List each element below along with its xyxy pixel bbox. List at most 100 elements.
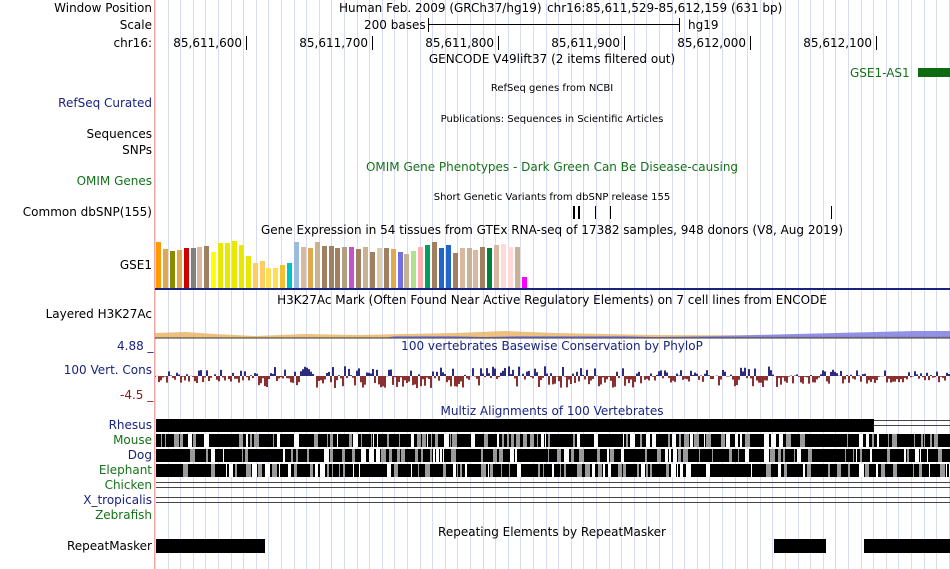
conservation-wiggle[interactable]	[155, 354, 950, 400]
gtex-tissue-bar[interactable]	[239, 245, 244, 288]
gtex-tissue-bar[interactable]	[453, 253, 458, 288]
gtex-tissue-bar[interactable]	[218, 243, 223, 288]
gtex-tissue-bar[interactable]	[184, 248, 189, 288]
gtex-tissue-bar[interactable]	[329, 246, 334, 288]
alignment-segment	[745, 449, 749, 462]
dbsnp-track-label[interactable]: Common dbSNP(155)	[22, 205, 152, 219]
gtex-tissue-bar[interactable]	[253, 263, 258, 288]
gtex-tissue-bar[interactable]	[411, 251, 416, 288]
gtex-tissue-bar[interactable]	[501, 244, 506, 288]
dog-alignment[interactable]	[156, 449, 950, 462]
gtex-tissue-bar[interactable]	[308, 248, 313, 288]
multiz-mouse-label[interactable]: Mouse	[113, 433, 152, 447]
gtex-tissue-bar[interactable]	[356, 249, 361, 288]
repeatmasker-track-label[interactable]: RepeatMasker	[66, 539, 152, 553]
gtex-tissue-bar[interactable]	[460, 248, 465, 288]
refseq-track-label[interactable]: RefSeq Curated	[58, 96, 152, 110]
gtex-tissue-bar[interactable]	[398, 252, 403, 288]
gtex-tissue-bar[interactable]	[370, 252, 375, 288]
multiz-rhesus-label[interactable]: Rhesus	[108, 418, 152, 432]
gtex-tissue-bar[interactable]	[515, 247, 520, 288]
alignment-segment	[314, 434, 318, 447]
gtex-tissue-bar[interactable]	[342, 247, 347, 288]
snp-mark[interactable]	[573, 206, 575, 219]
gtex-tissue-bar[interactable]	[377, 248, 382, 288]
gtex-tissue-bar[interactable]	[425, 245, 430, 288]
gtex-tissue-bar[interactable]	[473, 250, 478, 288]
gtex-tissue-bar[interactable]	[508, 247, 513, 288]
snp-mark[interactable]	[610, 206, 611, 219]
multiz-elephant-label[interactable]: Elephant	[98, 463, 152, 477]
gtex-tissue-bar[interactable]	[287, 263, 292, 288]
gtex-tissue-bar[interactable]	[432, 242, 437, 288]
gtex-tissue-bar[interactable]	[170, 251, 175, 288]
cons-max: 4.88 _	[117, 339, 154, 353]
gtex-tissue-bar[interactable]	[480, 247, 485, 288]
gtex-tissue-bar[interactable]	[273, 268, 278, 288]
alignment-segment	[921, 434, 923, 447]
gtex-tissue-bar[interactable]	[404, 254, 409, 288]
alignment-segment	[770, 449, 775, 462]
snp-mark[interactable]	[831, 206, 832, 219]
gtex-tissue-bar[interactable]	[494, 245, 499, 288]
gtex-tissue-bar[interactable]	[280, 265, 285, 288]
gtex-tissue-bar[interactable]	[467, 248, 472, 288]
repeat-element[interactable]	[864, 539, 950, 553]
grid-line	[558, 0, 559, 569]
h3k27ac-signal[interactable]	[155, 325, 950, 339]
gtex-tissue-bar[interactable]	[363, 247, 368, 288]
snp-mark[interactable]	[578, 206, 580, 219]
snps-track-label[interactable]: SNPs	[122, 143, 152, 157]
gtex-tissue-bar[interactable]	[266, 268, 271, 288]
multiz-xtropicalis-label[interactable]: X_tropicalis	[83, 493, 152, 507]
multiz-chicken-label[interactable]: Chicken	[104, 478, 152, 492]
gtex-tissue-bar[interactable]	[211, 252, 216, 288]
gtex-tissue-bar[interactable]	[225, 243, 230, 288]
alignment-segment	[927, 449, 928, 462]
gtex-tissue-bar[interactable]	[439, 248, 444, 288]
gtex-tissue-bar[interactable]	[163, 249, 168, 288]
omim-track-label[interactable]: OMIM Genes	[76, 174, 152, 188]
alignment-segment	[577, 434, 580, 447]
gtex-tissue-bar[interactable]	[487, 248, 492, 288]
repeat-element[interactable]	[156, 539, 265, 553]
gtex-tissue-bar[interactable]	[232, 241, 237, 288]
gtex-tissue-bar[interactable]	[246, 256, 251, 288]
gse1-as1-feature[interactable]	[918, 68, 950, 77]
gtex-tissue-bar[interactable]	[260, 261, 265, 288]
gtex-tissue-bar[interactable]	[446, 245, 451, 288]
gse1-as1-label[interactable]: GSE1-AS1	[850, 66, 910, 80]
alignment-segment	[592, 464, 595, 477]
alignment-segment	[650, 464, 652, 477]
gtex-tissue-bar[interactable]	[522, 277, 527, 288]
gtex-track-label[interactable]: GSE1	[119, 258, 152, 272]
h3k27ac-track-label[interactable]: Layered H3K27Ac	[45, 307, 152, 321]
gtex-tissue-bar[interactable]	[156, 242, 161, 288]
alignment-segment	[294, 434, 299, 447]
elephant-alignment[interactable]	[156, 464, 950, 477]
snp-mark[interactable]	[595, 206, 596, 219]
alignment-segment	[786, 434, 791, 447]
gtex-tissue-bar[interactable]	[335, 248, 340, 288]
cons-track-label[interactable]: 100 Vert. Cons	[63, 363, 152, 377]
rhesus-alignment[interactable]	[156, 419, 874, 432]
gtex-tissue-bar[interactable]	[177, 250, 182, 288]
multiz-dog-label[interactable]: Dog	[127, 448, 152, 462]
publications-track-label[interactable]: Sequences	[86, 127, 152, 141]
gtex-tissue-bar[interactable]	[418, 247, 423, 288]
gtex-tissue-bar[interactable]	[204, 246, 209, 288]
gtex-bar-chart[interactable]	[156, 238, 536, 288]
gtex-tissue-bar[interactable]	[315, 242, 320, 288]
gtex-tissue-bar[interactable]	[349, 247, 354, 288]
gtex-tissue-bar[interactable]	[322, 246, 327, 288]
gtex-tissue-bar[interactable]	[391, 249, 396, 288]
gtex-tissue-bar[interactable]	[384, 248, 389, 288]
mouse-alignment[interactable]	[156, 434, 950, 447]
grid-line	[231, 0, 232, 569]
gtex-tissue-bar[interactable]	[301, 247, 306, 288]
repeat-element[interactable]	[774, 539, 826, 553]
gtex-tissue-bar[interactable]	[294, 242, 299, 288]
gtex-tissue-bar[interactable]	[191, 248, 196, 288]
gtex-tissue-bar[interactable]	[197, 247, 202, 288]
multiz-zebrafish-label[interactable]: Zebrafish	[95, 508, 152, 522]
